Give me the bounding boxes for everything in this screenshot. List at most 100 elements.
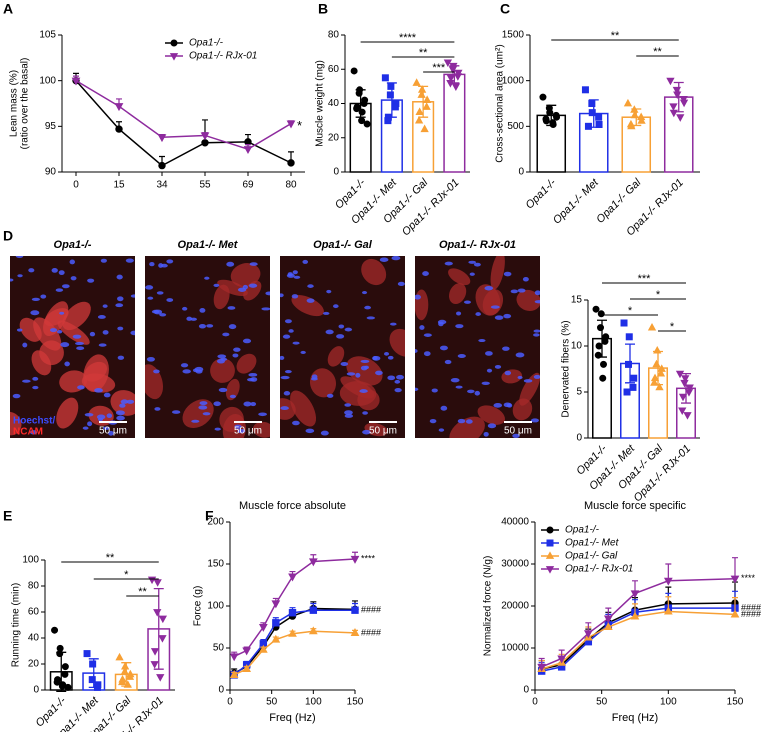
marker	[553, 113, 561, 121]
x-tick-label: 150	[727, 697, 744, 708]
fiber	[252, 421, 270, 438]
nucleus	[534, 300, 540, 304]
marker	[539, 93, 547, 101]
marker	[350, 555, 360, 564]
marker	[158, 615, 167, 624]
marker	[288, 609, 297, 617]
nucleus	[40, 294, 47, 299]
nucleus	[288, 329, 294, 333]
nucleus	[108, 430, 114, 436]
marker	[679, 96, 688, 104]
nucleus	[302, 259, 309, 264]
marker	[309, 606, 318, 614]
nucleus	[227, 306, 236, 310]
series-annotation: ####	[741, 602, 761, 612]
marker	[386, 91, 394, 99]
nucleus	[228, 324, 237, 330]
nucleus	[394, 379, 401, 384]
y-tick-label: 80	[328, 30, 340, 41]
nucleus	[504, 370, 512, 376]
significance-label: ***	[432, 62, 446, 74]
nucleus	[506, 403, 513, 408]
fiber	[210, 358, 235, 383]
marker	[603, 615, 613, 624]
nucleus	[75, 341, 85, 346]
nucleus	[326, 289, 332, 294]
marker	[663, 577, 673, 586]
nucleus	[115, 410, 125, 416]
nucleus	[180, 363, 189, 368]
y-axis-label: Denervated fibers (%)	[561, 320, 572, 417]
nucleus	[116, 274, 123, 280]
y-tick-label: 100	[207, 601, 224, 612]
nucleus	[87, 278, 95, 283]
nucleus	[455, 324, 464, 329]
nucleus	[517, 375, 523, 380]
nucleus	[287, 272, 293, 277]
nucleus	[533, 333, 540, 337]
nucleus	[182, 306, 188, 311]
fiber	[448, 268, 471, 286]
marker	[679, 99, 689, 108]
y-tick-label: 105	[39, 30, 56, 41]
nucleus	[172, 410, 181, 414]
marker	[153, 579, 162, 587]
marker	[118, 677, 127, 686]
nucleus	[481, 381, 490, 386]
nucleus	[151, 309, 160, 314]
marker	[58, 682, 66, 690]
series-annotation: ####	[361, 605, 381, 615]
marker	[625, 360, 632, 368]
series-line	[233, 630, 356, 676]
nucleus	[291, 294, 299, 299]
fiber	[217, 279, 248, 297]
marker	[595, 113, 603, 121]
fiber	[10, 411, 22, 436]
marker	[600, 360, 607, 368]
nucleus	[59, 311, 65, 315]
nucleus	[22, 379, 31, 383]
nucleus	[16, 328, 23, 332]
nucleus	[415, 349, 418, 353]
y-axis-label: Lean mass (%)	[9, 70, 20, 137]
nucleus	[87, 421, 93, 427]
marker	[229, 670, 239, 678]
x-axis-label: Freq (Hz)	[269, 712, 315, 724]
marker	[351, 606, 359, 614]
y-tick-label: 500	[507, 121, 524, 132]
nucleus	[190, 317, 197, 321]
y-tick-label: 0	[333, 167, 339, 178]
nucleus	[70, 276, 77, 281]
nucleus	[166, 298, 174, 302]
nucleus	[149, 261, 155, 267]
nucleus	[437, 319, 447, 325]
nucleus	[102, 426, 110, 430]
nucleus	[76, 346, 85, 351]
fiber	[346, 356, 383, 386]
nucleus	[503, 313, 512, 319]
nucleus	[222, 332, 230, 337]
marker	[647, 322, 657, 331]
marker	[258, 644, 268, 653]
error-bar	[631, 108, 642, 127]
marker	[350, 67, 358, 75]
marker	[629, 383, 637, 391]
nucleus	[450, 377, 460, 383]
y-tick-label: 100	[22, 555, 39, 566]
x-tick-label: 50	[266, 697, 278, 708]
nucleus	[326, 393, 334, 398]
marker	[630, 374, 638, 382]
marker	[71, 77, 81, 86]
fiber	[340, 376, 375, 399]
marker	[451, 83, 461, 92]
y-tick-label: 40	[28, 633, 40, 644]
nucleus	[468, 260, 477, 264]
marker	[114, 103, 124, 112]
nucleus	[28, 268, 35, 273]
nucleus	[56, 330, 63, 334]
nucleus	[72, 334, 82, 339]
nucleus	[333, 304, 339, 309]
nucleus	[126, 399, 135, 404]
error-bar	[88, 658, 99, 689]
marker	[353, 105, 361, 113]
